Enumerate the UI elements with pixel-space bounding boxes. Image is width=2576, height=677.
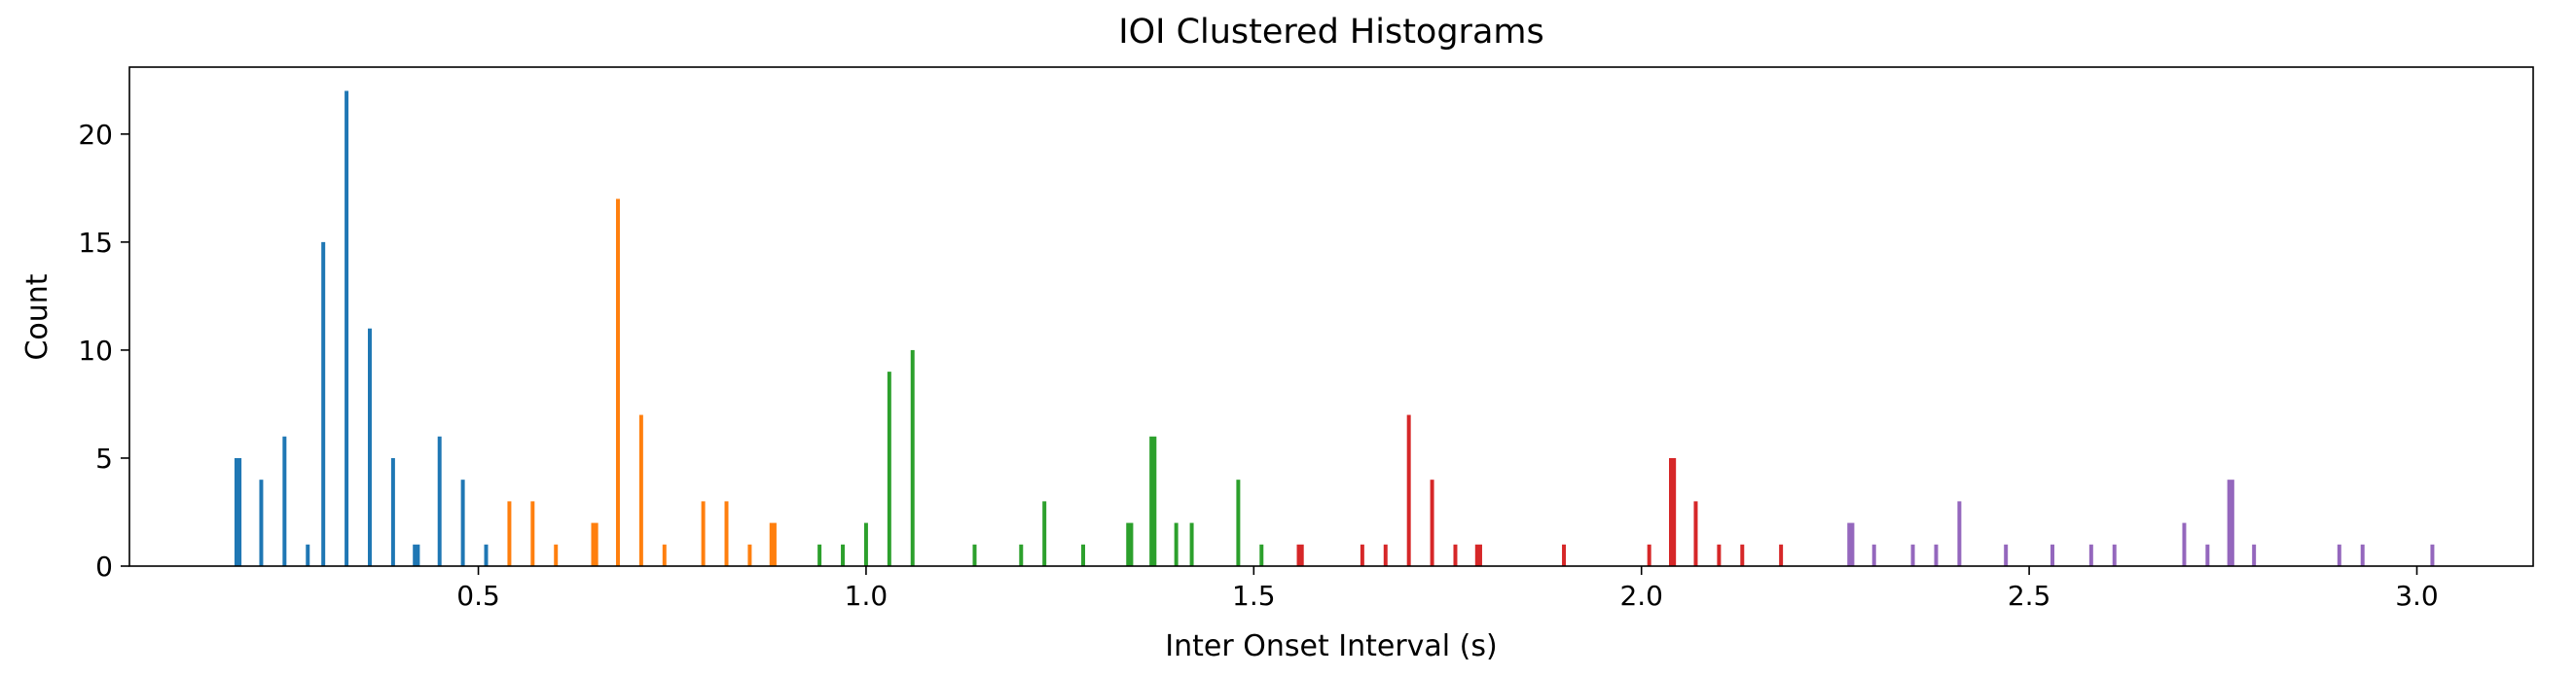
bar-s1-5 — [638, 414, 643, 566]
y-axis-label: Count — [20, 273, 54, 360]
bar-s2-5 — [972, 544, 977, 566]
bar-s2-12 — [1189, 522, 1194, 566]
bar-s1-7 — [701, 501, 706, 566]
bar-s0-4 — [321, 241, 326, 566]
bar-s4-5 — [2004, 544, 2009, 566]
bar-s1-4 — [615, 198, 620, 566]
chart-title: IOI Clustered Histograms — [1118, 13, 1543, 52]
bar-s2-14 — [1259, 544, 1264, 566]
y-tick-label-4: 20 — [78, 119, 113, 151]
bar-s3-3 — [1406, 414, 1411, 566]
bar-s4-14 — [2360, 544, 2365, 566]
bar-s4-11 — [2227, 480, 2234, 566]
bar-s2-13 — [1236, 480, 1241, 566]
bar-s3-8 — [1647, 544, 1651, 566]
x-tick-label-1: 1.0 — [845, 580, 889, 612]
bar-s4-6 — [2050, 544, 2054, 566]
bar-s4-7 — [2088, 544, 2093, 566]
bar-s3-11 — [1717, 544, 1722, 566]
bar-s3-12 — [1740, 544, 1745, 566]
bar-s1-10 — [769, 522, 777, 566]
bar-s0-0 — [234, 457, 242, 566]
x-tick-label-5: 3.0 — [2395, 580, 2439, 612]
bar-s0-1 — [259, 480, 264, 566]
bar-s1-0 — [507, 501, 512, 566]
x-tick-label-2: 1.5 — [1232, 580, 1276, 612]
y-tick-label-0: 0 — [95, 551, 113, 583]
bar-s3-10 — [1693, 501, 1698, 566]
bar-s0-5 — [345, 90, 349, 567]
bar-s0-6 — [368, 328, 372, 566]
bar-s2-4 — [910, 349, 915, 566]
x-tick-label-0: 0.5 — [456, 580, 500, 612]
plot-frame — [128, 66, 2534, 567]
y-tick-label-1: 5 — [95, 443, 113, 475]
bar-s1-8 — [724, 501, 729, 566]
bar-s2-10 — [1149, 436, 1157, 566]
bar-s3-7 — [1562, 544, 1567, 566]
bar-s2-6 — [1019, 544, 1024, 566]
bar-s4-9 — [2182, 522, 2187, 566]
bar-s1-1 — [530, 501, 535, 566]
bar-s3-6 — [1474, 544, 1482, 566]
bar-s0-2 — [282, 436, 287, 566]
bar-s3-13 — [1779, 544, 1784, 566]
bar-s0-7 — [390, 457, 395, 566]
bar-s3-2 — [1383, 544, 1388, 566]
bar-s1-3 — [591, 522, 599, 566]
bar-s4-10 — [2205, 544, 2210, 566]
bar-s2-0 — [817, 544, 822, 566]
bar-s2-11 — [1174, 522, 1179, 566]
bar-s3-1 — [1360, 544, 1364, 566]
bar-s2-2 — [863, 522, 868, 566]
bar-s4-15 — [2430, 544, 2435, 566]
bar-s4-13 — [2337, 544, 2341, 566]
bar-s4-1 — [1871, 544, 1876, 566]
x-tick-label-3: 2.0 — [1619, 580, 1663, 612]
bar-s4-2 — [1910, 544, 1915, 566]
bar-s1-6 — [662, 544, 667, 566]
bar-s0-3 — [306, 544, 310, 566]
bar-s2-3 — [887, 372, 891, 566]
y-tick-label-2: 10 — [78, 335, 113, 367]
x-axis-label: Inter Onset Interval (s) — [1165, 629, 1497, 663]
bar-s2-7 — [1042, 501, 1047, 566]
bar-s0-11 — [484, 544, 489, 566]
y-tick-label-3: 15 — [78, 227, 113, 259]
bar-s2-1 — [841, 544, 846, 566]
bar-s3-9 — [1669, 457, 1677, 566]
x-tick-label-4: 2.5 — [2008, 580, 2051, 612]
bar-s4-4 — [1957, 501, 1962, 566]
bar-s2-8 — [1081, 544, 1086, 566]
bar-s0-9 — [437, 436, 442, 566]
bar-s4-0 — [1847, 522, 1855, 566]
bar-s3-5 — [1453, 544, 1458, 566]
bar-s4-12 — [2252, 544, 2257, 566]
bar-s1-9 — [747, 544, 752, 566]
bar-s2-9 — [1126, 522, 1134, 566]
ticks-layer: 0.5 1.0 1.5 2.0 2.5 3.0 0 5 10 15 20 — [78, 119, 2438, 612]
bars-layer — [234, 90, 2435, 567]
bar-s4-8 — [2112, 544, 2117, 566]
bar-s1-2 — [554, 544, 559, 566]
bar-s3-0 — [1296, 544, 1304, 566]
bar-s3-4 — [1430, 480, 1434, 566]
bar-s0-10 — [460, 480, 465, 566]
bar-s4-3 — [1934, 544, 1939, 566]
bar-s0-8 — [413, 544, 420, 566]
